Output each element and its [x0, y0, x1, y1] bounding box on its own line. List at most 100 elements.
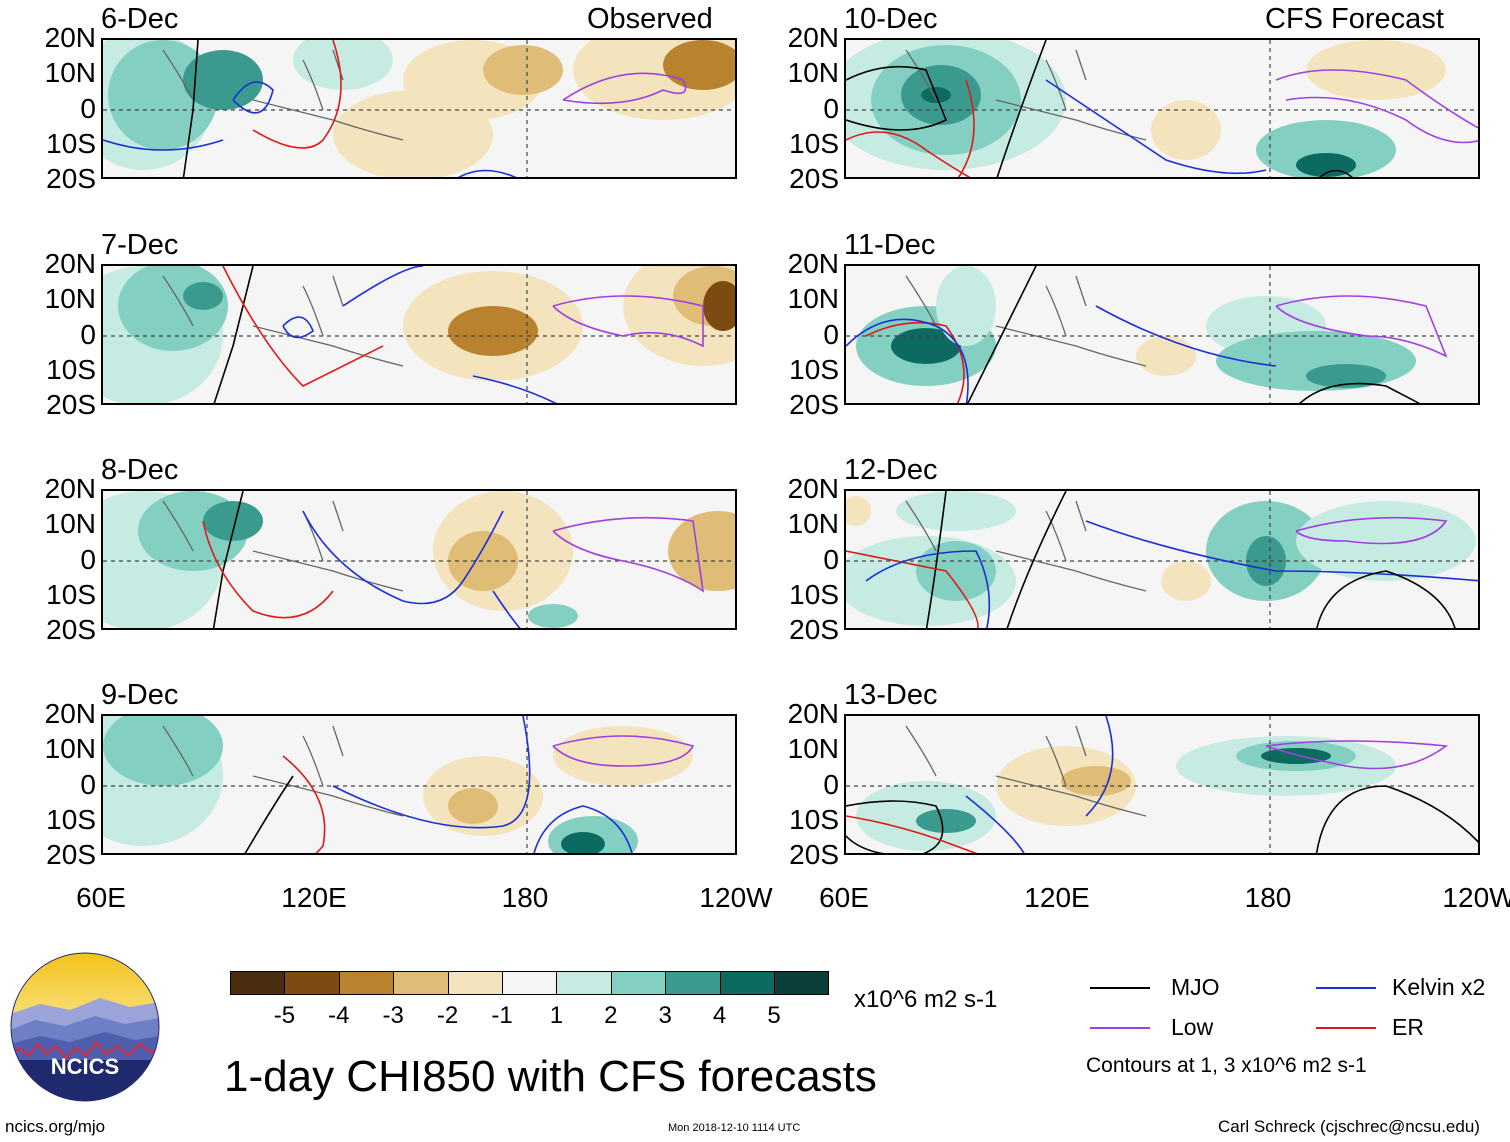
shading-blob: [1151, 100, 1221, 160]
x-tick-label: 60E: [819, 882, 869, 913]
contour-line: [1295, 516, 1448, 545]
colorbar-label: -3: [382, 1002, 404, 1029]
y-tick-label: 10N: [787, 283, 839, 315]
shading-blob: [896, 491, 1016, 531]
shading-blob: [1161, 561, 1211, 601]
y-tick-label: 10N: [44, 283, 96, 315]
shading-blob: [1306, 40, 1446, 100]
legend-mjo-label: MJO: [1171, 974, 1220, 1000]
contour-line: [1316, 570, 1456, 628]
panel-date-label: 10-Dec: [844, 3, 938, 35]
contour-line: [1299, 382, 1421, 403]
coastline: [905, 49, 1147, 141]
y-tick-label: 10N: [787, 508, 839, 540]
shading-blob: [1136, 336, 1196, 376]
contour-line: [1085, 716, 1114, 817]
panel-plot: [846, 266, 1478, 403]
y-tick-label: 10S: [46, 127, 96, 159]
panel-date-label: 7-Dec: [101, 229, 179, 261]
map-panel: [101, 714, 737, 855]
colorbar-label: -1: [491, 1002, 513, 1029]
colorbar-label: 2: [604, 1002, 618, 1029]
colorbar-swatch: [230, 971, 286, 995]
contour-line: [252, 40, 342, 149]
footer-credit: Carl Schreck (cjschrec@ncsu.edu): [1218, 1117, 1480, 1136]
observed-label: Observed: [587, 3, 713, 35]
legend-note: Contours at 1, 3 x10^6 m2 s-1: [1086, 1054, 1367, 1077]
y-tick-label: 0: [80, 543, 96, 575]
map-panel: [844, 264, 1480, 405]
shading-blob: [663, 40, 735, 90]
panel-date-label: 12-Dec: [844, 454, 938, 486]
y-tick-label: 20S: [46, 614, 96, 645]
map-panel: [101, 264, 737, 405]
y-tick-label: 10N: [787, 57, 839, 89]
x-tick-label: 180: [1244, 882, 1292, 913]
contour-line: [846, 318, 969, 403]
shading-blob: [483, 45, 563, 95]
shading-blob: [891, 328, 961, 364]
y-tick-label: 10S: [789, 578, 839, 610]
y-tick-label: 20S: [789, 389, 839, 420]
y-tick-label: 10S: [789, 353, 839, 385]
y-tick-label: 10N: [44, 508, 96, 540]
shading-blob: [183, 50, 263, 110]
chart-title: 1-day CHI850 with CFS forecasts: [224, 1052, 877, 1101]
contour-line: [1315, 785, 1478, 853]
y-tick-label: 20N: [44, 698, 96, 729]
y-tick-label: 20N: [787, 698, 839, 729]
cfs-forecast-label: CFS Forecast: [1265, 3, 1444, 35]
contour-line: [302, 510, 504, 605]
contour-line: [846, 800, 944, 853]
contour-line: [965, 795, 1025, 853]
colorbar-label: -2: [436, 1002, 459, 1029]
panel-plot: [103, 491, 735, 628]
colorbar-swatch: [447, 971, 503, 995]
colorbar-swatch: [284, 971, 340, 995]
contour-line: [282, 316, 314, 339]
shading-blob: [448, 306, 538, 356]
contour-line: [1095, 305, 1277, 367]
shading-blob: [916, 541, 996, 601]
contour-line: [232, 81, 274, 114]
contour-line: [996, 40, 1047, 177]
legend-er-line: [1316, 1027, 1376, 1029]
logo-text: NCICS: [51, 1054, 119, 1079]
contour-line: [967, 266, 1037, 403]
shading-blob: [1306, 364, 1386, 388]
contour-line: [552, 735, 695, 767]
contour-line: [492, 590, 521, 628]
shading-blob: [528, 604, 578, 628]
contour-line: [244, 775, 294, 853]
y-tick-label: 20N: [787, 22, 839, 53]
y-tick-label: 10N: [787, 733, 839, 765]
colorbar-units: x10^6 m2 s-1: [854, 986, 998, 1013]
y-tick-label: 10S: [789, 803, 839, 835]
colorbar-swatch: [393, 971, 449, 995]
shading-blob: [183, 282, 223, 310]
shading-blob: [293, 40, 393, 90]
contour-line: [562, 72, 687, 105]
colorbar-swatch: [556, 971, 612, 995]
legend-er-label: ER: [1392, 1014, 1424, 1040]
contour-line: [1045, 79, 1267, 175]
legend-mjo-line: [1090, 987, 1150, 989]
panel-plot: [846, 40, 1478, 177]
map-panel: [101, 38, 737, 179]
y-tick-label: 10N: [44, 733, 96, 765]
contour-line: [533, 805, 633, 853]
contour-line: [213, 266, 254, 403]
contour-line: [282, 755, 326, 853]
contour-line: [552, 295, 704, 348]
y-tick-label: 20S: [789, 614, 839, 645]
shading-blob: [1061, 766, 1131, 796]
coastline: [905, 725, 1147, 817]
contour-line: [846, 131, 971, 177]
contour-line: [332, 716, 531, 829]
coastline: [905, 275, 1147, 367]
y-tick-label: 10S: [46, 353, 96, 385]
shading-blob: [1256, 120, 1396, 177]
contour-line: [1319, 169, 1353, 177]
contour-line: [1275, 295, 1448, 358]
coastline: [162, 49, 404, 141]
